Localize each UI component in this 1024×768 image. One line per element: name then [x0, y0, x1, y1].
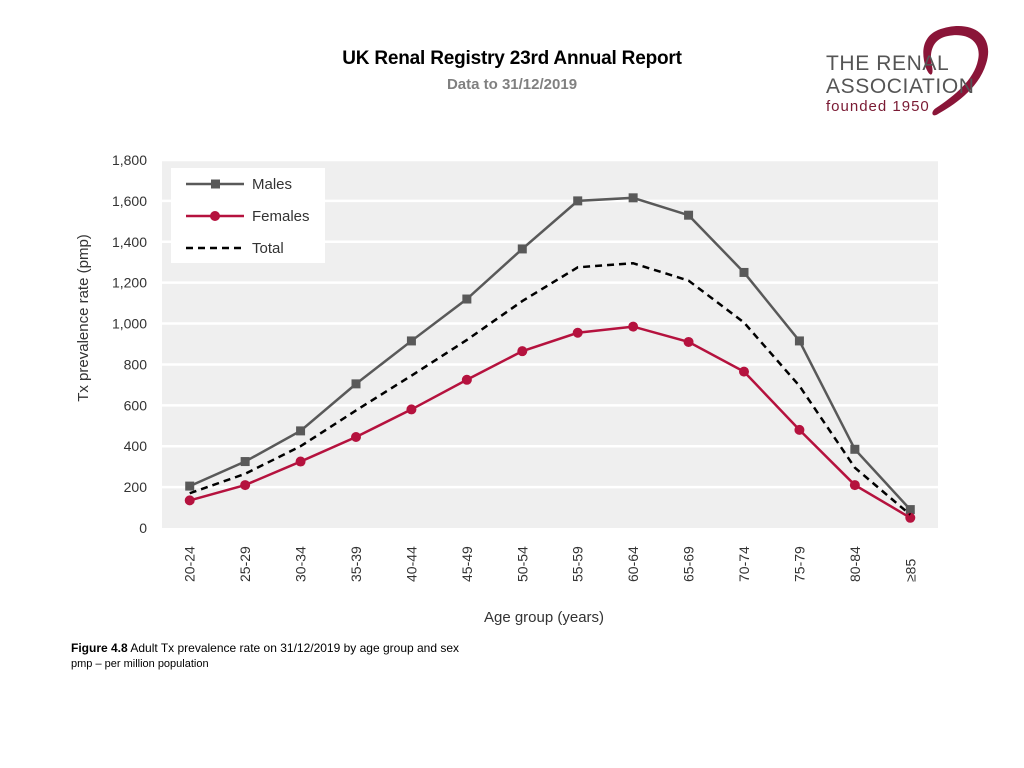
- x-tick-label: 45-49: [459, 546, 475, 582]
- data-point-females: [461, 374, 472, 385]
- data-point-females: [184, 495, 195, 506]
- data-point-males: [794, 336, 804, 346]
- data-point-females: [517, 346, 528, 357]
- data-point-males: [185, 481, 195, 491]
- logo-line-3: founded 1950: [826, 98, 930, 115]
- data-point-males: [905, 505, 915, 515]
- data-point-males: [684, 210, 694, 220]
- data-point-females: [628, 321, 639, 332]
- y-tick-label: 200: [124, 479, 148, 495]
- series-line-males: [189, 196, 912, 511]
- data-point-females: [240, 480, 251, 491]
- renal-association-logo: THE RENAL ASSOCIATION founded 1950: [820, 20, 1000, 124]
- y-tick-label: 0: [139, 520, 147, 536]
- data-point-females: [572, 327, 583, 338]
- legend: Males Females Total: [171, 168, 325, 263]
- legend-label-total: Total: [252, 240, 284, 257]
- legend-label-males: Males: [252, 176, 292, 193]
- legend-marker-females: [210, 211, 220, 221]
- y-tick-label: 1,600: [112, 193, 147, 209]
- x-tick-label: 60-64: [625, 546, 641, 582]
- report-subtitle: Data to 31/12/2019: [446, 76, 578, 93]
- data-point-males: [296, 426, 306, 436]
- data-point-males: [739, 267, 749, 277]
- y-tick-label: 1,200: [112, 275, 147, 291]
- data-point-males: [850, 444, 860, 454]
- report-title: UK Renal Registry 23rd Annual Report: [342, 48, 682, 69]
- x-tick-label: 20-24: [182, 546, 198, 582]
- x-tick-label: 80-84: [847, 546, 863, 582]
- data-point-females: [794, 424, 805, 435]
- legend-label-females: Females: [252, 208, 310, 225]
- y-tick-label: 800: [124, 356, 148, 372]
- x-tick-label: 65-69: [681, 546, 697, 582]
- data-point-females: [683, 336, 694, 347]
- data-point-females: [849, 480, 860, 491]
- x-axis-label: Age group (years): [484, 609, 604, 626]
- figure-note: pmp – per million population: [71, 658, 209, 670]
- data-point-females: [905, 512, 916, 523]
- x-tick-label: 55-59: [570, 546, 586, 582]
- data-point-males: [240, 457, 250, 467]
- data-point-females: [351, 432, 361, 443]
- y-tick-label: 1,000: [112, 316, 147, 332]
- y-axis-label: Tx prevalence rate (pmp): [75, 234, 92, 402]
- figure-caption-text: Adult Tx prevalence rate on 31/12/2019 b…: [130, 641, 460, 655]
- y-tick-label: 400: [124, 438, 148, 454]
- x-tick-label: 40-44: [403, 546, 419, 582]
- logo-swirl-icon: [923, 25, 989, 116]
- x-tick-label: 30-34: [293, 546, 309, 582]
- data-point-males: [351, 379, 361, 389]
- x-tick-label: 75-79: [791, 546, 807, 582]
- x-tick-label: 70-74: [736, 546, 752, 582]
- x-tick-label: 35-39: [348, 546, 364, 582]
- data-point-males: [462, 294, 472, 304]
- y-tick-label: 1,800: [112, 152, 147, 168]
- x-tick-label: 25-29: [237, 546, 253, 582]
- logo-line-2: ASSOCIATION: [826, 75, 975, 98]
- data-point-males: [406, 336, 416, 346]
- y-tick-label: 600: [124, 397, 148, 413]
- data-point-females: [406, 404, 417, 415]
- data-point-males: [573, 196, 583, 206]
- prevalence-line-chart: 0 200 400 600 800 1,000 1,200 1,400 1,600 1,800 2…: [75, 152, 938, 626]
- data-point-males: [517, 244, 527, 254]
- x-tick-label: 50-54: [514, 546, 530, 582]
- figure-label: Figure 4.8: [71, 641, 128, 655]
- y-tick-label: 1,400: [112, 234, 147, 250]
- data-point-females: [295, 456, 306, 467]
- x-tick-label: ≥85: [902, 559, 918, 582]
- data-point-females: [739, 366, 749, 377]
- logo-line-1: THE RENAL: [826, 52, 950, 75]
- figure-caption: Figure 4.8 Adult Tx prevalence rate on 3…: [71, 641, 459, 655]
- legend-marker-males: [211, 179, 220, 189]
- data-point-males: [628, 193, 638, 203]
- series-line-females: [189, 325, 911, 519]
